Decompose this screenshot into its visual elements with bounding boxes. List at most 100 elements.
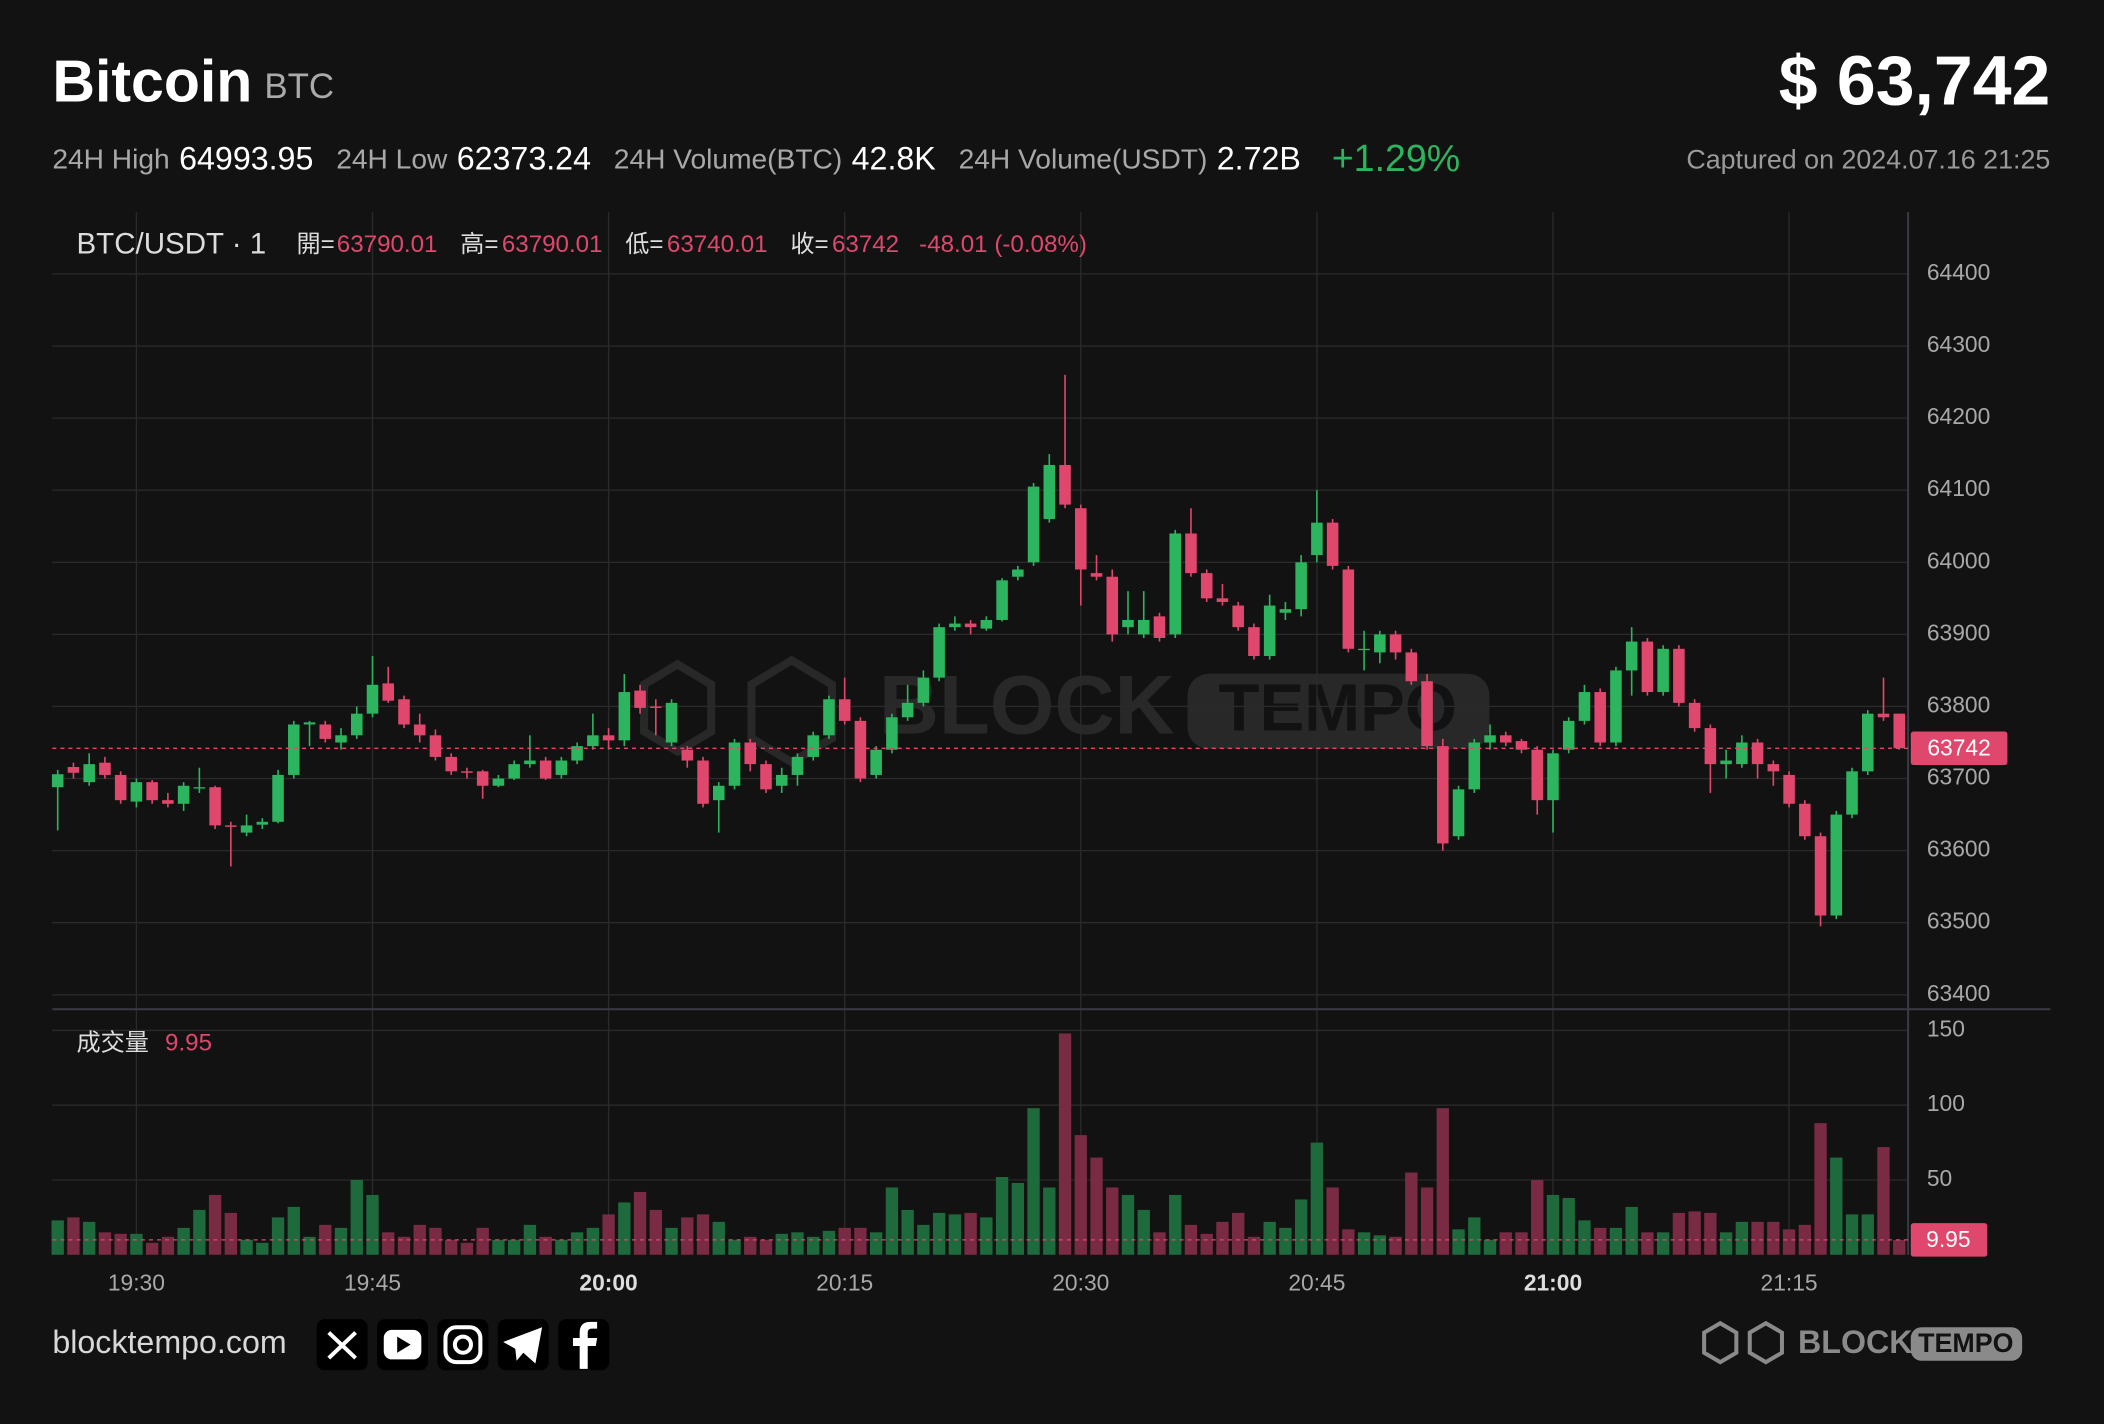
volume-bar — [618, 1202, 631, 1255]
volume-bar — [1074, 1135, 1087, 1255]
legend-label: 收= — [790, 231, 828, 258]
volume-bar — [1452, 1229, 1465, 1255]
volume-bar — [397, 1236, 411, 1255]
x-tick-label: 20:30 — [1052, 1269, 1109, 1295]
volume-bar — [1405, 1172, 1418, 1255]
candle-body — [1799, 803, 1811, 837]
x-glyph — [327, 1331, 357, 1360]
volume-bar — [1704, 1212, 1717, 1255]
volume-bar — [869, 1232, 883, 1255]
x-tick-label: 20:15 — [816, 1269, 873, 1295]
volume-bar — [948, 1214, 962, 1255]
volume-bar — [1767, 1221, 1780, 1255]
volume-bar — [1436, 1108, 1449, 1255]
candle-body — [492, 778, 505, 786]
candle-body — [240, 825, 253, 833]
volume-bar — [901, 1209, 914, 1255]
volume-bar — [1232, 1212, 1245, 1255]
x-tick-label: 21:00 — [1524, 1269, 1582, 1295]
stat-value: 2.72B — [1217, 141, 1301, 177]
candle-body — [980, 619, 993, 629]
volume-bar — [1121, 1194, 1135, 1255]
y-tick-label: 63700 — [1927, 764, 1990, 790]
candle-body — [272, 774, 284, 822]
stat-label: 24H Volume(BTC) — [614, 143, 842, 175]
candle-body — [366, 684, 379, 714]
volume-bar — [145, 1242, 159, 1255]
y-tick-label: 63900 — [1927, 619, 1990, 645]
candle-body — [1830, 814, 1843, 916]
volume-bar — [1735, 1221, 1749, 1255]
last-price-label: 63742 — [1927, 735, 1990, 761]
volume-bar — [256, 1242, 269, 1255]
volume-bar — [177, 1227, 190, 1255]
volume-tick-label: 50 — [1927, 1165, 1952, 1191]
volume-bar — [334, 1227, 348, 1255]
candle-body — [256, 821, 269, 825]
volume-bar — [759, 1239, 773, 1255]
volume-bar — [1389, 1236, 1402, 1255]
candle-body — [1200, 573, 1213, 599]
candle-body — [288, 724, 300, 775]
candle-body — [177, 785, 190, 804]
candle-body — [1673, 648, 1685, 703]
volume-bar — [1011, 1182, 1024, 1255]
volume-bar — [1342, 1229, 1355, 1255]
watermark-tempo: TEMPO — [1219, 670, 1458, 745]
watermark-cube — [747, 655, 836, 768]
volume-bar — [429, 1227, 442, 1255]
logo-cube — [1702, 1320, 1739, 1365]
volume-bar — [98, 1232, 112, 1255]
volume-bar — [822, 1230, 836, 1255]
volume-bar — [995, 1176, 1009, 1255]
candle-body — [1421, 681, 1433, 747]
volume-bar — [1751, 1221, 1764, 1255]
instagram-icon[interactable] — [437, 1319, 489, 1371]
volume-bar — [445, 1239, 458, 1255]
coin-title: Bitcoin — [52, 49, 252, 115]
candle-body — [1122, 619, 1134, 628]
candle-body — [1169, 533, 1181, 635]
candle-body — [1090, 573, 1103, 577]
volume-bar — [555, 1239, 568, 1255]
x-tick-label: 20:00 — [579, 1269, 637, 1295]
candle-body — [1688, 702, 1701, 729]
volume-bar — [492, 1239, 505, 1255]
candle-body — [1374, 634, 1386, 653]
volume-bar — [728, 1239, 741, 1255]
footer-logo: BLOCK TEMPO — [1702, 1320, 2023, 1365]
x-tick-label: 21:15 — [1761, 1269, 1818, 1295]
legend-value: 63742 — [832, 231, 899, 258]
candle-body — [1248, 627, 1260, 657]
volume-bar — [1106, 1187, 1119, 1255]
volume-tick-label: 150 — [1927, 1015, 1965, 1041]
stat-value: 64993.95 — [179, 141, 313, 177]
x-tick-label: 19:30 — [108, 1269, 165, 1295]
volume-bar — [1782, 1229, 1796, 1255]
candle-body — [1012, 569, 1024, 577]
facebook-glyph — [572, 1321, 598, 1369]
volume-bar — [932, 1212, 946, 1255]
volume-bar — [1641, 1232, 1654, 1255]
candle-body — [555, 760, 568, 775]
candle-body — [1484, 735, 1496, 743]
volume-bar — [791, 1232, 804, 1255]
candle-body — [665, 702, 678, 743]
candle-body — [130, 782, 143, 802]
candle-body — [1499, 735, 1512, 743]
volume-bar — [1043, 1187, 1056, 1255]
candle-body — [791, 756, 804, 775]
volume-bar — [665, 1227, 678, 1255]
volume-bar — [1625, 1206, 1638, 1255]
volume-bar — [807, 1236, 820, 1255]
legend-label: 低= — [625, 231, 663, 258]
stat-label: 24H Low — [336, 143, 448, 175]
candle-body — [1452, 789, 1465, 837]
candle-body — [445, 756, 457, 772]
volume-value: 9.95 — [165, 1029, 212, 1056]
social-icons — [316, 1319, 610, 1371]
candle-body — [1075, 508, 1087, 570]
legend-value: 63740.01 — [667, 231, 768, 258]
volume-bar — [1845, 1214, 1859, 1255]
